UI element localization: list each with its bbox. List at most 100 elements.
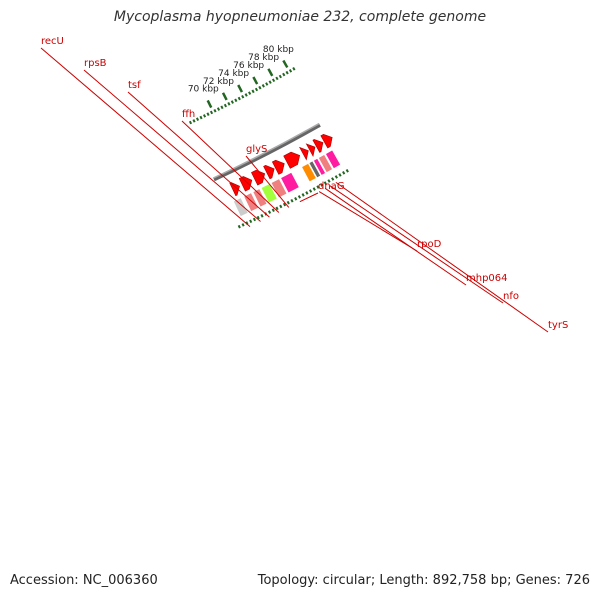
scale-label: 72 kbp xyxy=(203,77,234,87)
inner-tick xyxy=(265,82,269,86)
gene-block-glyS xyxy=(270,178,288,199)
inner-tick xyxy=(234,98,238,103)
gene-label-leader xyxy=(329,185,504,304)
gene-label-leader xyxy=(324,187,467,286)
scale-label: 80 kbp xyxy=(263,45,294,55)
outer-tick xyxy=(275,206,279,211)
outer-tick xyxy=(345,168,349,173)
inner-tick xyxy=(254,87,259,92)
inner-tick xyxy=(223,103,228,108)
gene-block-rpoD xyxy=(300,162,317,183)
outer-tick xyxy=(267,210,272,214)
inner-tick xyxy=(209,110,214,115)
inner-tick xyxy=(258,85,262,90)
gene-label-mhp064: mhp064 xyxy=(466,273,508,284)
scale-label: 70 kbp xyxy=(188,84,219,94)
outer-tick xyxy=(237,224,241,229)
gene-label-rpsB: rpsB xyxy=(84,58,107,69)
cds-arrow xyxy=(320,133,333,149)
inner-tick xyxy=(220,105,224,110)
gene-label-recU: recU xyxy=(41,36,64,47)
gene-layer xyxy=(232,149,342,218)
inner-tick xyxy=(195,117,200,121)
major-tick xyxy=(252,76,259,85)
outer-tick xyxy=(316,185,320,189)
gene-label-leader xyxy=(83,69,261,222)
genome-backbone-highlight xyxy=(212,122,320,179)
gene-label-leader xyxy=(40,47,251,227)
gene-block-tsf xyxy=(252,188,268,208)
outer-tick xyxy=(294,197,298,201)
inner-tick xyxy=(248,91,252,95)
cds-arrow xyxy=(271,159,285,175)
outer-tick xyxy=(290,198,294,203)
gene-label-leader xyxy=(335,181,549,333)
outer-tick xyxy=(271,208,275,213)
genome-summary: Topology: circular; Length: 892,758 bp; … xyxy=(257,573,590,588)
outer-tick xyxy=(301,193,305,197)
gene-label-nfo: nfo xyxy=(503,291,519,302)
outer-tick xyxy=(260,214,264,218)
inner-tick xyxy=(261,84,265,88)
major-tick xyxy=(282,59,289,69)
cds-arrow xyxy=(251,169,266,186)
outer-tick xyxy=(331,177,335,181)
major-tick xyxy=(221,92,228,101)
outer-tick xyxy=(241,223,245,227)
accession-text: Accession: NC_006360 xyxy=(10,573,158,588)
outer-tick xyxy=(320,183,324,187)
outer-tick xyxy=(282,202,287,207)
major-tick xyxy=(206,99,213,109)
inner-tick xyxy=(292,67,296,71)
cds-arrow xyxy=(283,151,301,169)
gene-label-leader xyxy=(318,191,418,252)
inner-tick xyxy=(275,76,279,81)
gene-label-leader xyxy=(127,91,270,218)
outer-tick xyxy=(338,173,342,177)
inner-tick xyxy=(244,93,248,97)
inner-tick xyxy=(271,78,276,83)
inner-tick xyxy=(268,80,272,84)
inner-tick xyxy=(282,72,286,77)
map-title: Mycoplasma hyopneumoniae 232, complete g… xyxy=(113,9,487,25)
gene-label-rpoD: rpoD xyxy=(417,239,442,250)
gene-label-leader xyxy=(299,192,319,203)
inner-tick xyxy=(202,114,207,118)
inner-tick xyxy=(192,119,196,123)
inner-tick xyxy=(237,96,241,101)
outer-tick xyxy=(256,215,260,220)
outer-tick xyxy=(308,189,313,193)
scale-label: 74 kbp xyxy=(218,69,249,79)
gene-label-leader xyxy=(245,155,290,208)
gene-block-dnaG xyxy=(280,171,300,194)
inner-tick xyxy=(199,115,203,120)
gene-label-tyrS: tyrS xyxy=(548,320,568,331)
gene-block-unlabeled xyxy=(324,149,342,170)
inner-tick xyxy=(288,68,293,73)
inner-tick xyxy=(285,70,289,75)
outer-tick xyxy=(323,181,327,185)
outer-tick xyxy=(334,175,338,179)
gene-label-ffh: ffh xyxy=(182,109,195,120)
inner-tick xyxy=(213,108,217,113)
gene-label-tsf: tsf xyxy=(128,80,141,91)
outer-tick xyxy=(297,195,302,199)
gene-block-mhp064 xyxy=(308,160,322,179)
gene-block-nfo xyxy=(312,157,327,176)
cds-layer xyxy=(229,133,333,197)
inner-tick xyxy=(278,74,282,79)
cds-arrow xyxy=(299,146,309,161)
outer-tick xyxy=(252,217,257,222)
inner-tick xyxy=(230,100,234,104)
genome-backbone xyxy=(213,123,321,182)
inner-tick xyxy=(251,89,255,94)
inner-tick xyxy=(227,102,231,106)
inner-tick xyxy=(188,120,193,125)
cds-arrow xyxy=(312,139,324,153)
major-tick xyxy=(267,68,274,77)
inner-tick xyxy=(216,107,221,111)
cds-arrow xyxy=(238,176,253,192)
inner-tick xyxy=(241,94,245,99)
